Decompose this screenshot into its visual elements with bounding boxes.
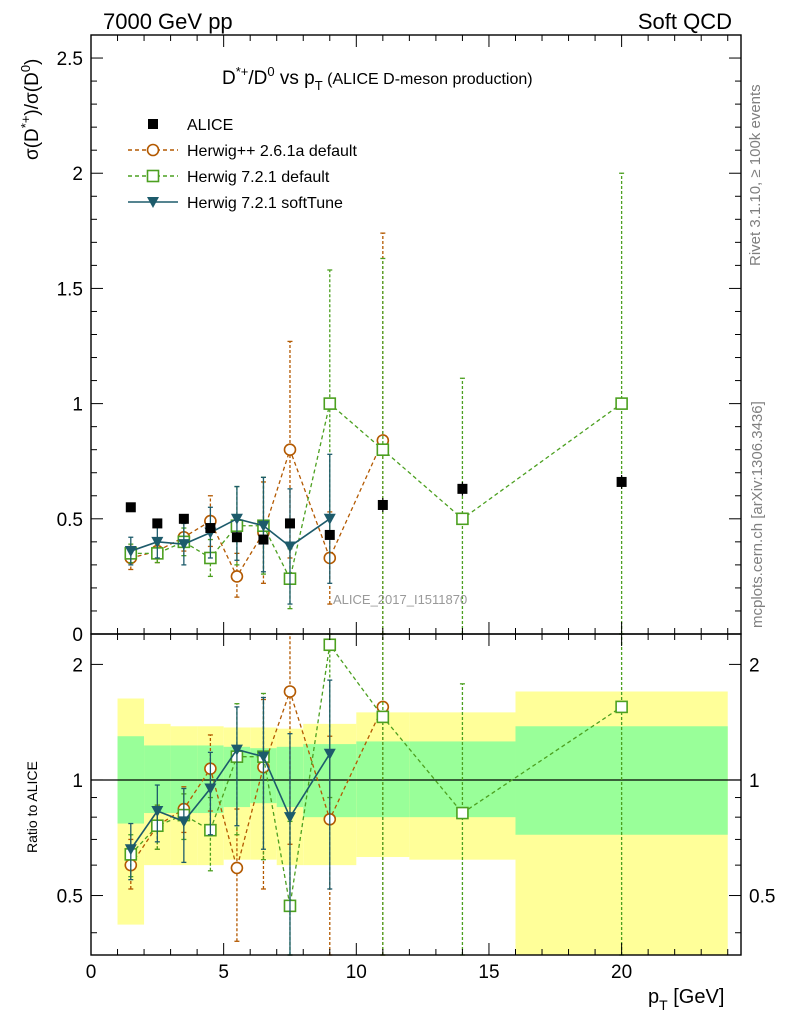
ratio-y-axis-label: Ratio to ALICE: [24, 761, 40, 853]
ratio-softtune-point: [323, 748, 336, 760]
rivet-version-label: Rivet 3.1.10, ≥ 100k events: [747, 84, 764, 266]
ratio-plot-frame: [90, 633, 742, 956]
ratio-softtune-point: [151, 806, 164, 818]
ratio-y-tick-label-right: 1: [749, 771, 760, 792]
main-softtune-point: [283, 541, 296, 553]
chart-title: D*+/D0 vs pT (ALICE D-meson production): [222, 64, 533, 93]
main-softtune-point: [230, 513, 243, 525]
x-tick-label: 0: [86, 962, 97, 983]
ratio-softtune-point: [177, 816, 190, 828]
main-softtune-point: [323, 513, 336, 525]
legend-marker-softtune: [147, 197, 159, 208]
main-y-tick-label: 1: [72, 395, 83, 416]
ratio-y-tick-label-right: 2: [749, 655, 760, 676]
chart-axes-layer: 0 5 10 15 20 0 0.5 1 1.5 2 2.5 0.5 0.5 1 1 2 2: [57, 34, 775, 983]
ratio-y-tick-label: 2: [72, 655, 83, 676]
mcplots-label: mcplots.cern.ch [arXiv:1306.3436]: [749, 401, 766, 628]
ratio-y-tick-label-right: 0.5: [749, 887, 775, 908]
x-tick-label: 20: [611, 962, 632, 983]
main-y-axis-label: σ(D*+)/σ(D0): [18, 59, 43, 160]
legend-marker-alice: [148, 119, 158, 129]
ratio-softtune-point: [257, 751, 270, 763]
ratio-uncertainty-bands: [117, 691, 728, 955]
main-y-tick-label: 0.5: [57, 510, 83, 531]
main-alice-point: [284, 518, 295, 529]
main-herwigpp-point: [230, 570, 244, 583]
main-softtune-point: [177, 539, 190, 551]
ratio-herwig721-point: [615, 700, 628, 714]
ratio-herwig721-point: [456, 806, 469, 820]
ratio-herwigpp-point: [283, 685, 297, 698]
legend: ALICE Herwig++ 2.6.1a default Herwig 7.2.1…: [128, 117, 357, 212]
main-alice-point: [125, 502, 136, 513]
legend-label-herwig721: Herwig 7.2.1 default: [187, 169, 330, 186]
main-herwigpp-line: [130, 440, 384, 578]
ratio-softtune-point: [283, 812, 296, 824]
main-alice-point: [324, 529, 335, 540]
ratio-softtune-point: [230, 744, 243, 756]
chart-series-layer: [91, 172, 741, 956]
main-alice-point: [457, 483, 468, 494]
ratio-herwig721-point: [323, 638, 337, 652]
main-alice-point: [152, 518, 163, 529]
header-right: Soft QCD: [637, 9, 732, 34]
main-alice-point: [178, 513, 189, 524]
header-left: 7000 GeV pp: [103, 9, 233, 34]
main-alice-point: [258, 534, 269, 545]
ratio-y-tick-label: 1: [72, 771, 83, 792]
x-tick-label: 15: [478, 962, 499, 983]
main-alice-point: [377, 499, 388, 510]
main-softtune-point: [257, 520, 270, 532]
ratio-y-tick-label: 0.5: [57, 887, 83, 908]
main-herwig721-point: [323, 397, 337, 410]
main-softtune-point: [151, 536, 164, 548]
main-y-tick-label: 1.5: [57, 279, 83, 300]
main-y-tick-label: 0: [72, 625, 83, 646]
x-axis-label: pT [GeV]: [648, 986, 724, 1013]
main-alice-point: [616, 476, 627, 487]
main-herwig721-point: [376, 443, 390, 456]
ratio-softtune-line: [130, 748, 331, 850]
main-alice-point: [231, 532, 242, 543]
x-tick-label: 5: [218, 962, 229, 983]
ratio-softtune-point: [204, 783, 217, 795]
legend-marker-herwig721: [146, 169, 160, 183]
main-softtune-point: [124, 546, 137, 558]
ratio-herwigpp-point: [230, 861, 244, 875]
legend-marker-herwigpp: [146, 143, 160, 157]
main-y-tick-label: 2.5: [57, 49, 83, 70]
main-herwigpp-point: [283, 443, 297, 456]
main-herwig721-point: [456, 512, 469, 526]
legend-label-herwigpp: Herwig++ 2.6.1a default: [187, 143, 357, 160]
ratio-softtune-point: [124, 844, 137, 856]
ratio-herwig721-point: [376, 710, 390, 724]
x-tick-label: 10: [346, 962, 367, 983]
main-y-tick-label: 2: [72, 164, 83, 185]
legend-label-softtune: Herwig 7.2.1 softTune: [187, 195, 343, 212]
main-herwig721-point: [615, 397, 628, 410]
main-alice-point: [205, 523, 216, 534]
legend-label-alice: ALICE: [187, 117, 233, 134]
analysis-watermark: ALICE_2017_I1511870: [333, 592, 467, 607]
ratio-herwigpp-line: [130, 689, 384, 871]
